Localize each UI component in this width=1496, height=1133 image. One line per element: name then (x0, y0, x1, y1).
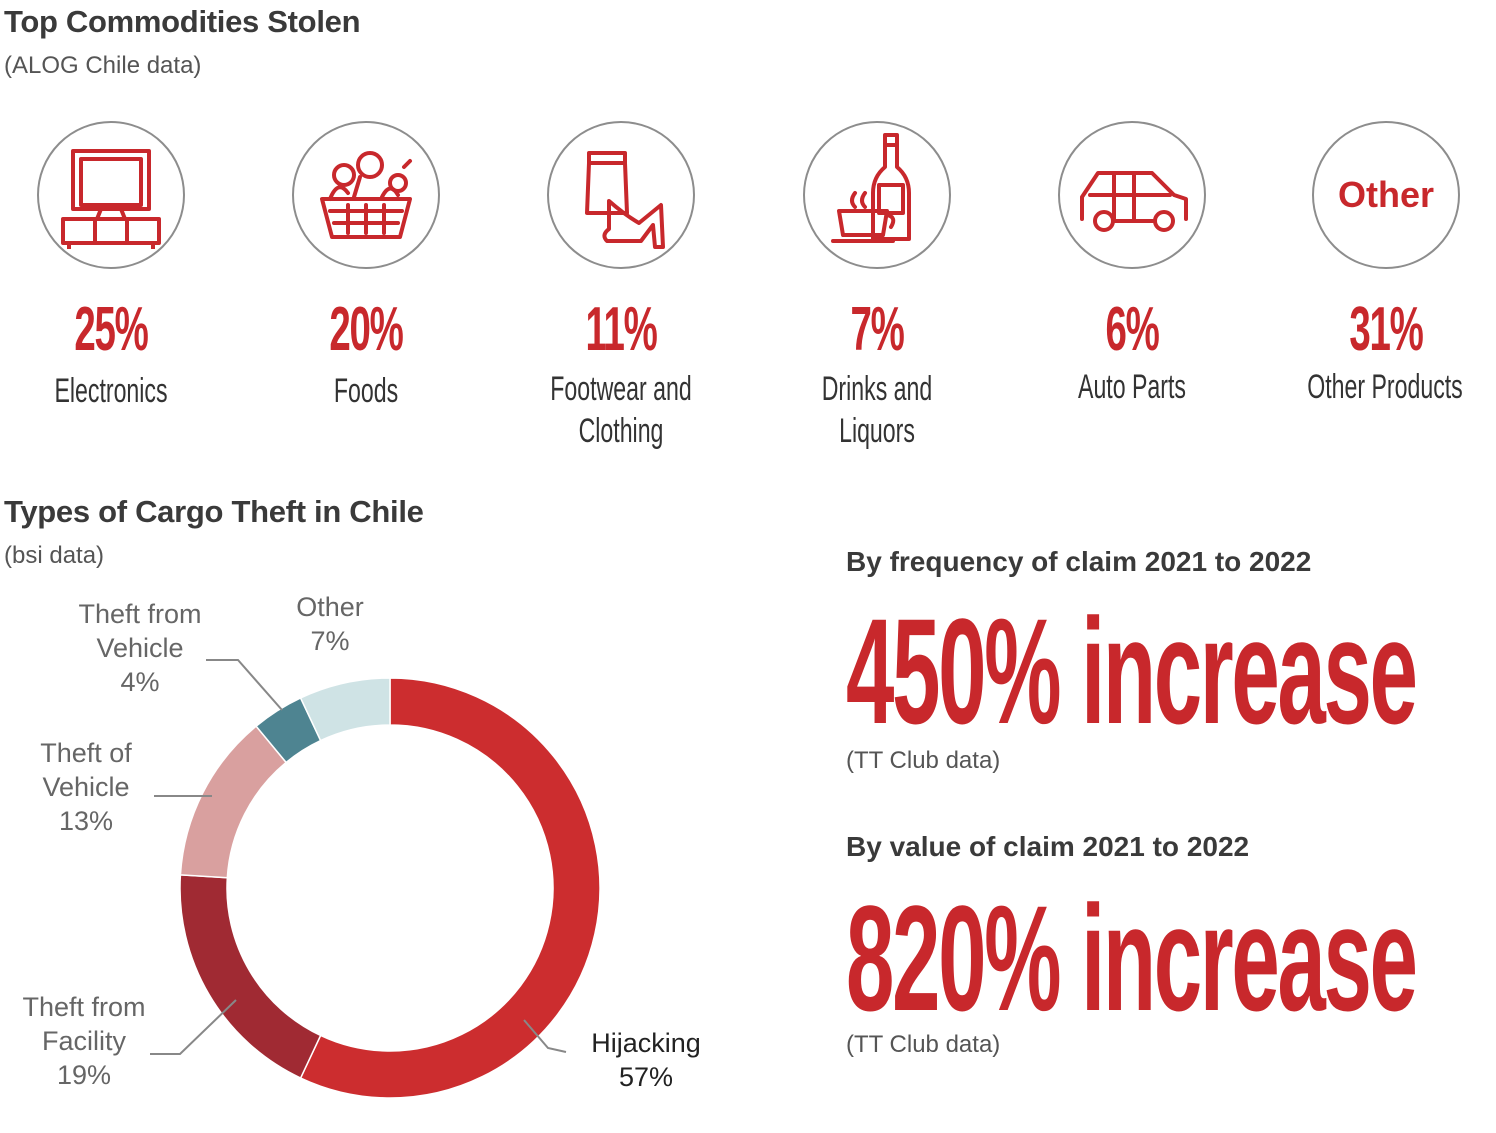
commodity-label: Footwear and Clothing (550, 370, 692, 450)
leader-line-hijacking (523, 1019, 567, 1053)
cargo-theft-subtitle: (bsi data) (4, 542, 105, 569)
commodity-percent: 6% (1105, 295, 1159, 364)
other-text-icon: Other (1312, 121, 1460, 269)
commodities-subtitle: (ALOG Chile data) (4, 52, 202, 79)
tv-icon (37, 121, 185, 269)
donut-slice-hijacking (299, 677, 601, 1099)
donut-slice-other (299, 677, 391, 742)
commodity-label: Electronics (54, 372, 168, 410)
commodity-percent: 7% (850, 295, 904, 364)
commodity-label: Other Products (1307, 368, 1463, 406)
commodity-label: Drinks and Liquors (821, 370, 933, 450)
donut-slice-theft-of-vehicle (179, 725, 288, 879)
donut-slice-theft-from-facility (179, 874, 322, 1080)
donut-label-theft-of-vehicle: Theft of Vehicle 13% (40, 738, 132, 836)
bottle-cup-icon (803, 121, 951, 269)
commodity-label: Foods (333, 372, 399, 410)
donut-label-theft-from-vehicle: Theft from Vehicle 4% (78, 599, 201, 697)
stat-source: (TT Club data) (846, 747, 1001, 774)
stat-heading: By value of claim 2021 to 2022 (846, 831, 1250, 862)
commodity-percent: 11% (585, 295, 657, 364)
other-icon-text: Other (1337, 174, 1434, 215)
commodity-percent: 31% (1349, 295, 1423, 364)
donut-label-hijacking: Hijacking 57% (591, 1028, 701, 1092)
stat-value: 820% increase (846, 874, 1418, 1042)
food-basket-icon (292, 121, 440, 269)
car-icon (1058, 121, 1206, 269)
commodities-title: Top Commodities Stolen (4, 4, 361, 39)
clothing-icon (547, 121, 695, 269)
donut-chart: Hijacking 57% Theft from Facility 19% Theft o… (22, 592, 701, 1099)
cargo-theft-title: Types of Cargo Theft in Chile (4, 494, 424, 529)
leader-line-theft-from-vehicle (206, 659, 283, 711)
leader-line-theft-from-facility (150, 999, 237, 1055)
commodity-percent: 20% (329, 295, 403, 364)
stat-source: (TT Club data) (846, 1031, 1001, 1058)
stat-value: 450% increase (846, 587, 1418, 755)
commodity-label: Auto Parts (1078, 368, 1186, 406)
commodity-percent: 25% (74, 295, 148, 364)
stat-heading: By frequency of claim 2021 to 2022 (846, 546, 1312, 577)
donut-label-theft-from-facility: Theft from Facility 19% (22, 992, 145, 1090)
donut-label-other: Other 7% (296, 592, 364, 656)
